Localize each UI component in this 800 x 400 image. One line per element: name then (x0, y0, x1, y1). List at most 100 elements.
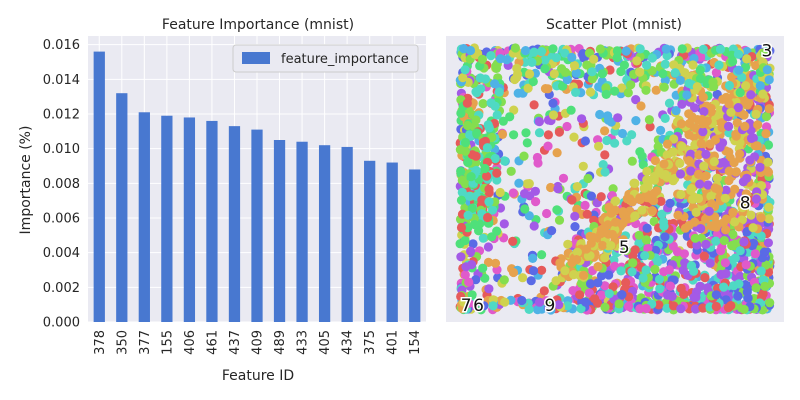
scatter-point (580, 136, 591, 146)
scatter-point (477, 195, 487, 205)
cluster-label: 8 (740, 194, 751, 214)
scatter-point (494, 87, 504, 97)
scatter-point (460, 137, 471, 148)
bar-y-tick-label: 0.008 (43, 177, 80, 192)
scatter-point (602, 135, 612, 146)
scatter-point (751, 194, 762, 204)
scatter-point (719, 282, 729, 292)
bar-x-tick-label: 489 (273, 330, 288, 355)
scatter-point (471, 115, 481, 125)
scatter-point (606, 208, 616, 218)
scatter-point (647, 53, 657, 63)
scatter-point (482, 143, 492, 153)
bar-x-tick-label: 437 (228, 330, 243, 355)
scatter-point (711, 218, 721, 228)
bar-154 (409, 169, 421, 322)
scatter-point (587, 74, 597, 84)
scatter-point (710, 135, 721, 145)
scatter-point (761, 129, 771, 139)
bar-x-tick-label: 433 (296, 330, 311, 355)
scatter-point (560, 48, 570, 58)
scatter-point (622, 194, 632, 204)
scatter-point (622, 136, 632, 146)
scatter-point (466, 246, 476, 256)
bar-series (93, 51, 421, 323)
scatter-point (748, 223, 758, 233)
scatter-point (463, 120, 473, 131)
scatter-point (457, 175, 467, 185)
scatter-point (675, 75, 685, 85)
scatter-point (520, 204, 530, 214)
scatter-point (549, 69, 559, 79)
scatter-point (578, 161, 588, 171)
scatter-point (492, 168, 502, 178)
scatter-point (688, 194, 698, 204)
scatter-point (760, 281, 770, 291)
scatter-point (628, 258, 638, 268)
scatter-point (586, 279, 596, 289)
scatter-point (498, 116, 508, 126)
scatter-point (526, 276, 536, 286)
scatter-point (580, 200, 590, 210)
scatter-point (540, 64, 550, 74)
bar-409 (251, 129, 263, 322)
scatter-point (701, 171, 711, 181)
scatter-point (763, 167, 774, 177)
scatter-point (684, 130, 694, 140)
scatter-point (560, 67, 571, 77)
scatter-point (619, 60, 630, 70)
scatter-point (685, 118, 695, 128)
scatter-point (724, 99, 734, 109)
scatter-point (589, 54, 599, 64)
scatter-point (627, 130, 637, 140)
scatter-point (642, 193, 652, 203)
scatter-point (758, 89, 768, 99)
scatter-point (510, 43, 520, 53)
scatter-point (610, 86, 620, 96)
scatter-point (660, 113, 670, 123)
bar-y-tick-label: 0.004 (43, 246, 80, 261)
scatter-point (486, 51, 496, 61)
scatter-point (688, 60, 698, 70)
scatter-point (724, 80, 735, 91)
bar-y-tick-label: 0.014 (43, 73, 80, 88)
scatter-point (676, 169, 686, 179)
scatter-point (537, 265, 547, 275)
scatter-point (508, 130, 519, 140)
scatter-point (616, 266, 626, 276)
scatter-point (484, 184, 494, 194)
scatter-point (572, 247, 583, 257)
bar-377 (138, 112, 150, 323)
scatter-point (588, 232, 598, 242)
scatter-point (663, 139, 673, 149)
bar-x-axis-label: Feature ID (222, 368, 294, 384)
scatter-point (627, 156, 637, 166)
bar-y-tick-label: 0.002 (43, 281, 80, 296)
scatter-point (634, 230, 644, 240)
scatter-point (533, 305, 543, 315)
scatter-point (480, 163, 490, 174)
scatter-point (530, 186, 541, 196)
scatter-point (597, 240, 608, 251)
scatter-point (486, 98, 496, 108)
scatter-point (649, 216, 659, 227)
scatter-point (508, 188, 518, 198)
scatter-point (456, 222, 467, 233)
bar-x-tick-label: 378 (93, 330, 108, 355)
scatter-point (514, 178, 524, 188)
scatter-point (706, 107, 716, 117)
scatter-point (512, 63, 522, 73)
scatter-point (658, 217, 669, 227)
bar-x-tick-label: 154 (408, 330, 423, 355)
scatter-point (635, 44, 645, 54)
bar-433 (296, 141, 308, 322)
bar-legend: feature_importance (232, 44, 419, 73)
scatter-point (671, 106, 681, 116)
scatter-point (560, 266, 570, 276)
scatter-point (735, 246, 745, 256)
scatter-point (641, 85, 651, 95)
scatter-point (751, 109, 761, 119)
scatter-point (715, 142, 725, 152)
scatter-point (518, 273, 528, 283)
scatter-point (733, 291, 743, 301)
